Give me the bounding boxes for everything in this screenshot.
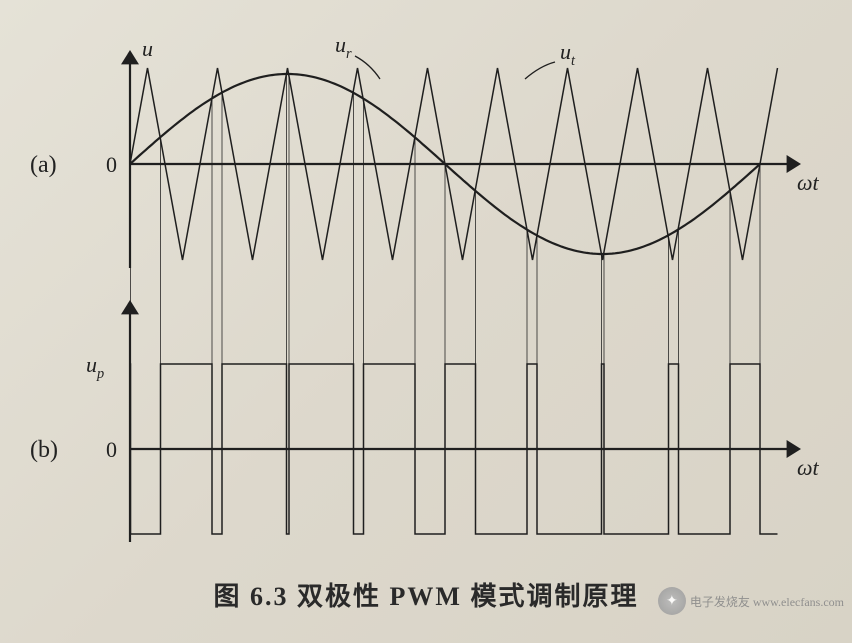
diagram-stroke [121,50,139,64]
diagram-stroke: ωt [797,455,820,480]
diagram-stroke: 0 [106,152,117,177]
axis-label: up [86,352,104,382]
diagram-stroke [121,300,139,314]
axis-label: ur [335,32,352,62]
diagram-svg: u 0 ωt ur ut (a) (b) up 0 ωt [0,24,852,574]
diagram-stroke: u [142,36,153,61]
diagram-stroke [525,62,555,79]
axis-label: ut [560,39,576,69]
watermark-text: 电子发烧友 www.elecfans.com [690,593,844,610]
diagram-stroke: ωt [797,170,820,195]
diagram-stroke: 0 [106,437,117,462]
panel-a-label: (a) [30,152,57,178]
watermark-logo-icon: ✦ [658,587,686,615]
watermark: ✦ 电子发烧友 www.elecfans.com [658,587,844,615]
panel-b-label: (b) [30,437,58,463]
diagram-container: u 0 ωt ur ut (a) (b) up 0 ωt [0,24,852,574]
